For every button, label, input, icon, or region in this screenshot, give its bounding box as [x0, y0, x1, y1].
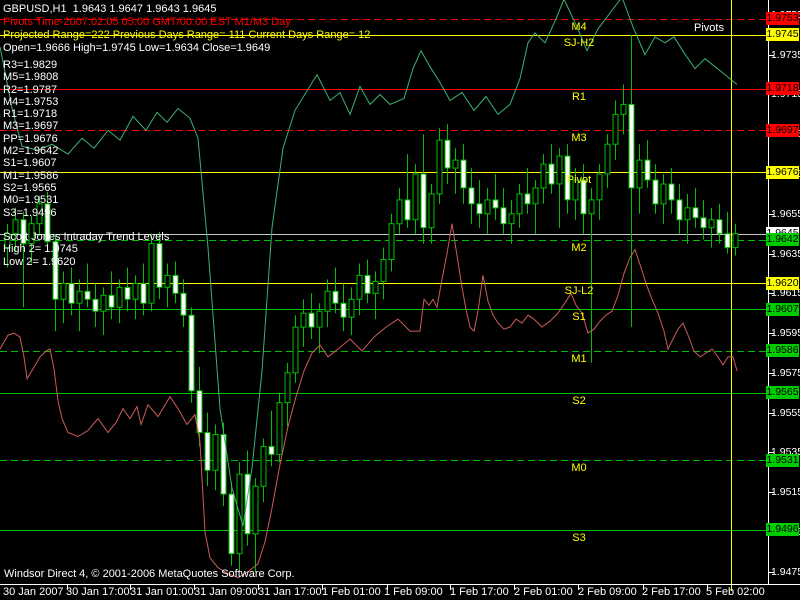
pivot-level-text: R2=1.9787 — [3, 83, 58, 96]
price-axis-label: 1.9655 — [771, 208, 800, 220]
price-axis-badge-S3: 1.9496 — [766, 523, 799, 536]
time-axis-label: 31 Jan 09:00 — [194, 586, 258, 598]
sj-title: Scott Jones Intraday Trend Levels — [3, 231, 170, 243]
pivots-day-label: Pivots — [694, 22, 724, 34]
pivot-level-text: S3=1.9496 — [3, 206, 57, 219]
level-label-S2: S2 — [572, 395, 586, 407]
time-axis-label: 2 Feb 09:00 — [578, 586, 637, 598]
projected-range-comment: Projected Range=222 Previous Days Range=… — [3, 29, 371, 41]
time-axis-label: 1 Feb 17:00 — [450, 586, 509, 598]
price-axis-badge-M1: 1.9586 — [766, 344, 799, 357]
price-axis-badge-M2: 1.9642 — [766, 233, 799, 246]
pivot-level-text: PP=1.9676 — [3, 132, 58, 145]
price-axis-badge-SJ-H2: 1.9745 — [766, 28, 799, 41]
time-axis-label: 31 Jan 17:00 — [258, 586, 322, 598]
pivot-level-text: M4=1.9753 — [3, 95, 59, 108]
time-axis-label: 30 Jan 17:00 — [66, 586, 130, 598]
price-axis-label: 1.9555 — [771, 407, 800, 419]
price-axis-badge-SJ-L2: 1.9620 — [766, 277, 799, 290]
price-axis-badge-S1: 1.9607 — [766, 303, 799, 316]
upper-trend-line — [0, 0, 738, 527]
level-label-SJ-L2: SJ-L2 — [564, 285, 594, 297]
time-axis-label: 1 Feb 01:00 — [322, 586, 381, 598]
price-axis-label: 1.9475 — [771, 566, 800, 578]
pivot-level-text: S1=1.9607 — [3, 157, 57, 170]
symbol-quote-line: GBPUSD,H1 1.9643 1.9647 1.9643 1.9645 — [3, 3, 217, 15]
pivot-level-text: R3=1.9829 — [3, 59, 58, 71]
pivot-level-text: M0=1.9531 — [3, 194, 59, 207]
price-axis-label: 1.9575 — [771, 367, 800, 379]
pivot-level-text: M5=1.9808 — [3, 71, 59, 84]
price-axis-label: 1.9615 — [771, 287, 800, 299]
pivot-level-text: R1=1.9718 — [3, 108, 58, 121]
pivot-level-text: M1=1.9586 — [3, 169, 59, 182]
platform-watermark: Windsor Direct 4, © 2001-2006 MetaQuotes… — [4, 568, 295, 580]
price-axis-badge-M3: 1.9697 — [766, 124, 799, 137]
level-label-M3: M3 — [571, 132, 587, 144]
pivots-time-comment: Pivots Time-2007.02.05 05:00 GMT/00:00 E… — [3, 16, 291, 28]
pivot-levels-list: R3=1.9829 M5=1.9808 R2=1.9787 M4=1.9753 … — [3, 59, 58, 219]
level-label-S3: S3 — [572, 532, 586, 544]
level-label-Pivot: Pivot — [566, 174, 592, 186]
price-axis-badge-S2: 1.9565 — [766, 386, 799, 399]
price-axis-label: 1.9595 — [771, 327, 800, 339]
price-axis-badge-M0: 1.9531 — [766, 454, 799, 467]
sj-low2: Low 2= 1.9620 — [3, 255, 76, 268]
level-label-R1: R1 — [571, 91, 587, 103]
level-label-M0: M0 — [571, 462, 587, 474]
time-axis-label: 2 Feb 01:00 — [514, 586, 573, 598]
level-label-M4: M4 — [571, 21, 587, 33]
lower-trend-line — [0, 223, 738, 579]
pivot-level-text: S2=1.9565 — [3, 181, 57, 194]
pivot-level-text: M3=1.9697 — [3, 120, 59, 133]
candles[interactable] — [4, 34, 739, 572]
price-axis-badge-R1: 1.9718 — [766, 82, 799, 95]
price-axis-badge-M4: 1.9753 — [766, 12, 799, 25]
time-axis-label: 31 Jan 01:00 — [130, 586, 194, 598]
pivot-level-text: M2=1.9642 — [3, 145, 59, 158]
price-axis-label: 1.9635 — [771, 248, 800, 260]
time-axis-label: 5 Feb 02:00 — [706, 586, 765, 598]
level-label-S1: S1 — [572, 311, 586, 323]
level-label-SJ-H2: SJ-H2 — [563, 37, 595, 49]
level-label-M2: M2 — [571, 242, 587, 254]
scott-jones-comment-block: Scott Jones Intraday Trend Levels High 2… — [3, 231, 169, 268]
level-label-M1: M1 — [571, 353, 587, 365]
time-axis-label: 2 Feb 17:00 — [642, 586, 701, 598]
price-axis-label: 1.9515 — [771, 486, 800, 498]
sj-high2: High 2= 1.9745 — [3, 243, 78, 256]
day-ohlc-comment: Open=1.9666 High=1.9745 Low=1.9634 Close… — [3, 42, 271, 54]
time-axis-label: 1 Feb 09:00 — [384, 586, 443, 598]
price-axis-label: 1.9735 — [771, 49, 800, 61]
time-axis-label: 30 Jan 2007 — [3, 586, 64, 598]
price-axis-badge-Pivot: 1.9676 — [766, 166, 799, 179]
